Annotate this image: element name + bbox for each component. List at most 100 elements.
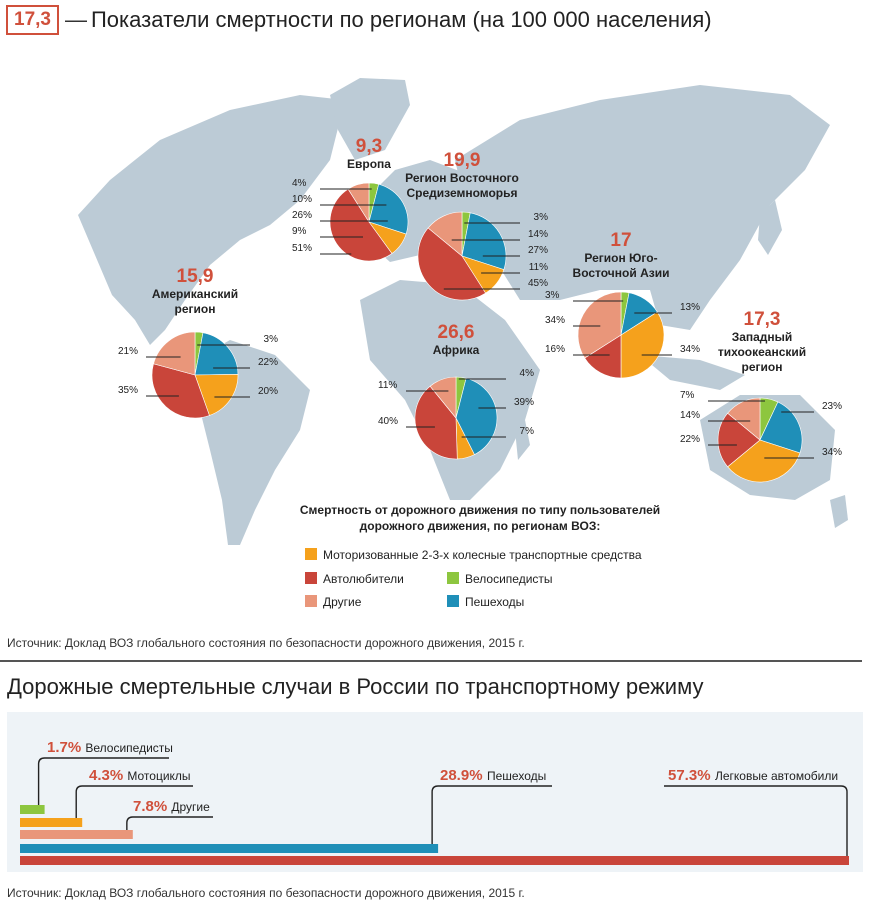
section-divider bbox=[0, 660, 862, 662]
pie-label-wpr-other: 14% bbox=[680, 410, 700, 421]
region-rate-europe: 9,3 bbox=[356, 136, 382, 157]
russia-bar-cars bbox=[20, 856, 849, 865]
region-name-emr: Средиземноморья bbox=[406, 186, 517, 200]
legend-label-other: Другие bbox=[323, 595, 362, 609]
legend-label-cyclists: Велосипедисты bbox=[465, 572, 553, 586]
legend-swatch-pedestrians bbox=[447, 595, 459, 607]
legend-title-line2: дорожного движения, по регионам ВОЗ: bbox=[360, 519, 601, 533]
pie-slice-africa-other bbox=[429, 376, 457, 419]
pie-label-americas-other: 21% bbox=[118, 346, 138, 357]
pie-label-africa-cyclists: 4% bbox=[520, 368, 535, 379]
pie-slice-africa-pedestrians bbox=[455, 377, 498, 456]
pie-label-wpr-drivers: 22% bbox=[680, 434, 700, 445]
rate-badge: 17,3 bbox=[6, 5, 59, 35]
pie-label-africa-pedestrians: 39% bbox=[514, 397, 534, 408]
russia-leader-cars bbox=[664, 785, 848, 856]
pie-label-americas-drivers: 35% bbox=[118, 385, 138, 396]
pie-slice-americas-motorized bbox=[194, 374, 239, 416]
pie-label-europe-cyclists: 4% bbox=[292, 178, 307, 189]
pie-slice-wpr-other bbox=[727, 397, 761, 441]
legend-label-motorized: Моторизованные 2-3-х колесные транспортн… bbox=[323, 548, 642, 562]
source-note-map: Источник: Доклад ВОЗ глобального состоян… bbox=[7, 636, 525, 650]
russia-leader-other bbox=[126, 816, 213, 830]
russia-leader-cyclists bbox=[37, 757, 169, 805]
russia-leader-pedestrians bbox=[431, 785, 552, 844]
land-japan bbox=[758, 200, 782, 255]
region-pies: 15,9Американскийрегион3%22%20%35%21%9,3Е… bbox=[118, 136, 842, 483]
pie-label-wpr-motorized: 34% bbox=[822, 447, 842, 458]
pie-label-africa-drivers: 40% bbox=[378, 416, 398, 427]
pie-slice-sear-other bbox=[577, 291, 622, 359]
source-note-russia: Источник: Доклад ВОЗ глобального состоян… bbox=[7, 886, 525, 900]
title-dash: — bbox=[64, 7, 87, 32]
land-madagascar bbox=[515, 420, 530, 460]
region-name-wpr: регион bbox=[742, 360, 783, 374]
russia-bar-pedestrians bbox=[20, 844, 439, 853]
pie-label-wpr-cyclists: 7% bbox=[680, 390, 695, 401]
russia-label-other: Другие bbox=[171, 800, 210, 814]
region-name-sear: Регион Юго- bbox=[584, 251, 657, 265]
region-rate-sear: 17 bbox=[610, 230, 631, 251]
russia-section-title: Дорожные смертельные случаи в России по … bbox=[7, 674, 704, 699]
legend-label-pedestrians: Пешеходы bbox=[465, 595, 524, 609]
russia-bars: 1.7% Велосипедисты 4.3% Мотоциклы 7.8% Другие… bbox=[20, 739, 849, 865]
pie-label-americas-pedestrians: 22% bbox=[258, 357, 278, 368]
pie-label-americas-cyclists: 3% bbox=[264, 334, 279, 345]
land-new-zealand bbox=[830, 495, 848, 528]
russia-value-cars: 57.3% bbox=[668, 767, 711, 784]
pie-label-sear-other: 34% bbox=[545, 315, 565, 326]
russia-label-cars: Легковые автомобили bbox=[715, 769, 838, 783]
pie-slice-americas-drivers bbox=[151, 363, 210, 419]
header: 17,3 — Показатели смертности по регионам… bbox=[6, 4, 712, 36]
pie-label-emr-motorized: 11% bbox=[529, 262, 548, 273]
region-name-wpr: Западный bbox=[732, 330, 793, 344]
pie-label-europe-other: 9% bbox=[292, 226, 307, 237]
russia-bar-other bbox=[20, 830, 133, 839]
russia-bar-moto bbox=[20, 818, 83, 827]
legend-swatch-drivers bbox=[305, 572, 317, 584]
pie-slice-europe-drivers bbox=[329, 188, 393, 262]
legend-swatch-motorized bbox=[305, 548, 317, 560]
legend-label-drivers: Автолюбители bbox=[323, 572, 404, 586]
pie-label-emr-drivers: 45% bbox=[528, 278, 548, 289]
land-greenland bbox=[330, 78, 410, 160]
russia-leader-moto bbox=[75, 785, 193, 818]
russia-label-moto: Мотоциклы bbox=[127, 769, 190, 783]
region-name-sear: Восточной Азии bbox=[573, 266, 670, 280]
legend: Смертность от дорожного движения по типу… bbox=[300, 503, 660, 609]
pie-label-emr-cyclists: 3% bbox=[534, 212, 549, 223]
pie-label-sear-cyclists: 3% bbox=[545, 290, 560, 301]
pie-slice-europe-pedestrians bbox=[368, 183, 409, 235]
region-name-emr: Регион Восточного bbox=[405, 171, 519, 185]
region-rate-wpr: 17,3 bbox=[744, 309, 781, 330]
legend-swatch-cyclists bbox=[447, 572, 459, 584]
pie-label-africa-other: 11% bbox=[378, 380, 397, 391]
russia-bar-chart: 1.7% Велосипедисты 4.3% Мотоциклы 7.8% Другие… bbox=[7, 712, 863, 872]
pie-label-emr-pedestrians: 27% bbox=[528, 245, 548, 256]
pie-label-sear-motorized: 34% bbox=[680, 344, 700, 355]
region-rate-americas: 15,9 bbox=[177, 266, 214, 287]
russia-value-cyclists: 1.7% bbox=[47, 739, 81, 756]
land-asia bbox=[455, 85, 830, 330]
russia-value-pedestrians: 28.9% bbox=[440, 767, 483, 784]
pie-label-europe-pedestrians: 26% bbox=[292, 210, 312, 221]
region-name-africa: Африка bbox=[433, 343, 480, 357]
pie-slice-emr-other bbox=[427, 211, 463, 257]
russia-value-other: 7.8% bbox=[133, 798, 167, 815]
pie-label-sear-drivers: 16% bbox=[545, 344, 565, 355]
legend-title-line1: Смертность от дорожного движения по типу… bbox=[300, 503, 660, 517]
legend-swatch-other bbox=[305, 595, 317, 607]
pie-slice-wpr-motorized bbox=[727, 439, 801, 483]
world-map-pie-charts: 15,9Американскийрегион3%22%20%35%21%9,3Е… bbox=[78, 78, 848, 609]
pie-label-europe-motorized: 10% bbox=[292, 194, 312, 205]
pie-label-europe-drivers: 51% bbox=[292, 243, 312, 254]
region-name-americas: регион bbox=[175, 302, 216, 316]
pie-label-wpr-pedestrians: 23% bbox=[822, 401, 842, 412]
russia-value-moto: 4.3% bbox=[89, 767, 123, 784]
pie-slice-emr-pedestrians bbox=[461, 212, 507, 270]
